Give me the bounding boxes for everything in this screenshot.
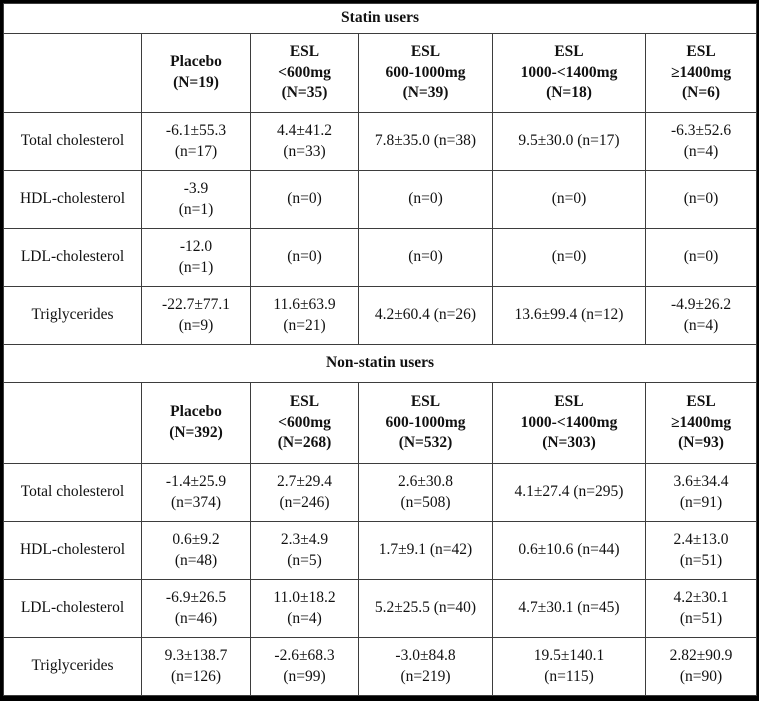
column-header-esl-ge1400: ESL ≥1400mg (N=93) [644, 382, 758, 464]
lipid-change-table: Statin users Placebo (N=19) ESL <600mg (… [2, 3, 758, 696]
data-cell: 4.4±41.2 (n=33) [250, 112, 359, 171]
data-cell: 9.3±138.7 (n=126) [141, 637, 251, 696]
data-cell: -1.4±25.9 (n=374) [141, 463, 251, 522]
data-cell: -4.9±26.2 (n=4) [644, 286, 758, 345]
data-cell: (n=0) [358, 228, 493, 287]
data-cell: 3.6±34.4 (n=91) [644, 463, 758, 522]
row-label: Total cholesterol [3, 463, 142, 522]
section-title-row: Statin users [2, 3, 758, 34]
data-cell: (n=0) [250, 170, 359, 229]
data-cell: 11.6±63.9 (n=21) [250, 286, 359, 345]
data-cell: (n=0) [358, 170, 493, 229]
row-label: LDL-cholesterol [3, 579, 142, 638]
column-header-esl-600-1000: ESL 600-1000mg (N=532) [358, 382, 493, 464]
data-cell: -6.1±55.3 (n=17) [141, 112, 251, 171]
section-title: Non-statin users [2, 344, 758, 383]
data-cell: 4.2±30.1 (n=51) [644, 579, 758, 638]
data-cell: (n=0) [492, 228, 646, 287]
data-cell: 2.3±4.9 (n=5) [250, 521, 359, 580]
data-cell: 11.0±18.2 (n=4) [250, 579, 359, 638]
column-header-row: Placebo (N=392) ESL <600mg (N=268) ESL 6… [3, 382, 758, 464]
data-cell: 19.5±140.1 (n=115) [492, 637, 646, 696]
data-cell: 4.7±30.1 (n=45) [492, 579, 646, 638]
row-label: LDL-cholesterol [3, 228, 142, 287]
table-row: Total cholesterol -6.1±55.3 (n=17) 4.4±4… [3, 112, 758, 171]
table-row: Triglycerides 9.3±138.7 (n=126) -2.6±68.… [3, 637, 758, 696]
row-label: Triglycerides [3, 637, 142, 696]
data-cell: -22.7±77.1 (n=9) [141, 286, 251, 345]
column-header-empty [3, 382, 142, 464]
data-cell: 2.6±30.8 (n=508) [358, 463, 493, 522]
table-row: Triglycerides -22.7±77.1 (n=9) 11.6±63.9… [3, 286, 758, 345]
data-cell: 0.6±10.6 (n=44) [492, 521, 646, 580]
data-cell: 2.7±29.4 (n=246) [250, 463, 359, 522]
table-row: Total cholesterol -1.4±25.9 (n=374) 2.7±… [3, 463, 758, 522]
column-header-esl-lt600: ESL <600mg (N=35) [250, 33, 359, 113]
column-header-esl-600-1000: ESL 600-1000mg (N=39) [358, 33, 493, 113]
data-cell: (n=0) [250, 228, 359, 287]
section-title: Statin users [2, 3, 758, 34]
column-header-esl-1000-1400: ESL 1000-<1400mg (N=303) [492, 382, 646, 464]
data-cell: -3.9 (n=1) [141, 170, 251, 229]
data-cell: -12.0 (n=1) [141, 228, 251, 287]
row-label: Triglycerides [3, 286, 142, 345]
data-cell: 2.82±90.9 (n=90) [644, 637, 758, 696]
column-header-placebo: Placebo (N=392) [141, 382, 251, 464]
column-header-esl-lt600: ESL <600mg (N=268) [250, 382, 359, 464]
section-title-row: Non-statin users [2, 344, 758, 383]
data-cell: 13.6±99.4 (n=12) [492, 286, 646, 345]
table-row: LDL-cholesterol -6.9±26.5 (n=46) 11.0±18… [3, 579, 758, 638]
column-header-placebo: Placebo (N=19) [141, 33, 251, 113]
row-label: HDL-cholesterol [3, 521, 142, 580]
table-row: HDL-cholesterol -3.9 (n=1) (n=0) (n=0) (… [3, 170, 758, 229]
data-cell: -6.3±52.6 (n=4) [644, 112, 758, 171]
data-cell: 5.2±25.5 (n=40) [358, 579, 493, 638]
row-label: Total cholesterol [3, 112, 142, 171]
data-cell: 9.5±30.0 (n=17) [492, 112, 646, 171]
column-header-empty [3, 33, 142, 113]
data-cell: (n=0) [644, 170, 758, 229]
data-cell: 2.4±13.0 (n=51) [644, 521, 758, 580]
column-header-esl-ge1400: ESL ≥1400mg (N=6) [644, 33, 758, 113]
data-cell: (n=0) [492, 170, 646, 229]
table-row: LDL-cholesterol -12.0 (n=1) (n=0) (n=0) … [3, 228, 758, 287]
data-cell: -3.0±84.8 (n=219) [358, 637, 493, 696]
data-cell: -6.9±26.5 (n=46) [141, 579, 251, 638]
data-cell: 7.8±35.0 (n=38) [358, 112, 493, 171]
table-row: HDL-cholesterol 0.6±9.2 (n=48) 2.3±4.9 (… [3, 521, 758, 580]
data-cell: 0.6±9.2 (n=48) [141, 521, 251, 580]
column-header-row: Placebo (N=19) ESL <600mg (N=35) ESL 600… [3, 33, 758, 113]
data-cell: 4.1±27.4 (n=295) [492, 463, 646, 522]
data-cell: 1.7±9.1 (n=42) [358, 521, 493, 580]
column-header-esl-1000-1400: ESL 1000-<1400mg (N=18) [492, 33, 646, 113]
row-label: HDL-cholesterol [3, 170, 142, 229]
data-cell: 4.2±60.4 (n=26) [358, 286, 493, 345]
data-cell: (n=0) [644, 228, 758, 287]
data-cell: -2.6±68.3 (n=99) [250, 637, 359, 696]
